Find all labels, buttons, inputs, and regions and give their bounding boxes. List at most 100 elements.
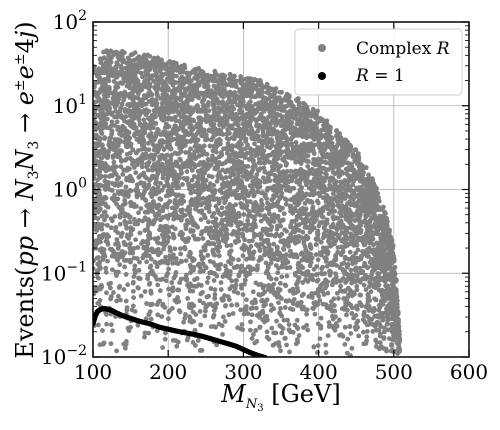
- point-complex-r: [233, 84, 239, 90]
- point-complex-r: [123, 298, 129, 304]
- point-complex-r: [278, 296, 284, 301]
- point-complex-r: [130, 161, 135, 167]
- point-complex-r: [242, 127, 248, 133]
- point-complex-r: [224, 150, 230, 156]
- point-complex-r: [119, 148, 125, 154]
- point-complex-r: [158, 138, 163, 144]
- point-complex-r: [252, 141, 257, 147]
- point-complex-r: [279, 89, 284, 95]
- point-complex-r: [200, 261, 206, 267]
- point-complex-r: [360, 329, 366, 335]
- point-complex-r: [130, 51, 136, 57]
- point-complex-r: [138, 70, 144, 76]
- point-complex-r: [112, 192, 118, 198]
- point-complex-r: [266, 336, 272, 342]
- point-complex-r: [245, 218, 251, 223]
- point-complex-r: [122, 201, 128, 207]
- point-complex-r: [172, 150, 178, 156]
- point-complex-r: [288, 136, 294, 142]
- point-complex-r: [243, 174, 249, 179]
- point-complex-r: [109, 129, 115, 134]
- point-complex-r: [245, 76, 251, 81]
- point-complex-r: [369, 224, 374, 230]
- point-complex-r: [210, 228, 216, 234]
- point-complex-r: [107, 187, 112, 192]
- point-complex-r: [163, 254, 168, 260]
- point-complex-r: [242, 185, 248, 190]
- point-complex-r: [282, 335, 288, 341]
- point-complex-r: [251, 332, 256, 337]
- point-complex-r: [346, 225, 351, 231]
- point-complex-r: [155, 312, 161, 318]
- point-complex-r: [262, 213, 268, 219]
- point-complex-r: [135, 322, 141, 328]
- point-complex-r: [208, 122, 214, 128]
- point-complex-r: [95, 255, 101, 260]
- point-complex-r: [131, 279, 136, 285]
- point-complex-r: [163, 213, 169, 219]
- point-complex-r: [249, 336, 255, 341]
- point-complex-r: [361, 309, 367, 315]
- point-complex-r: [266, 245, 272, 250]
- point-complex-r: [378, 331, 383, 337]
- point-complex-r: [369, 317, 374, 322]
- point-complex-r: [113, 171, 119, 177]
- point-complex-r: [278, 324, 284, 330]
- point-complex-r: [137, 230, 143, 236]
- point-complex-r: [105, 258, 110, 264]
- point-complex-r: [262, 100, 268, 106]
- point-complex-r: [132, 94, 137, 100]
- point-complex-r: [303, 277, 308, 282]
- point-complex-r: [114, 237, 120, 242]
- point-complex-r: [159, 314, 165, 319]
- point-complex-r: [329, 184, 335, 190]
- point-complex-r: [258, 111, 264, 117]
- point-complex-r: [230, 171, 236, 177]
- point-complex-r: [264, 329, 270, 335]
- point-complex-r: [150, 247, 155, 253]
- point-complex-r: [118, 164, 124, 170]
- point-complex-r: [244, 228, 250, 233]
- point-complex-r: [201, 212, 207, 218]
- point-complex-r: [318, 239, 324, 245]
- point-complex-r: [236, 227, 242, 232]
- point-complex-r: [333, 133, 339, 139]
- point-complex-r: [330, 191, 336, 197]
- point-complex-r: [321, 233, 327, 239]
- point-complex-r: [183, 258, 189, 264]
- point-complex-r: [331, 315, 337, 320]
- point-complex-r: [146, 312, 152, 317]
- point-complex-r: [102, 253, 108, 259]
- point-complex-r: [253, 153, 258, 159]
- point-complex-r: [222, 271, 228, 277]
- point-complex-r: [208, 286, 214, 291]
- point-complex-r: [188, 190, 194, 196]
- point-complex-r: [377, 253, 383, 259]
- point-complex-r: [219, 205, 225, 211]
- point-complex-r: [166, 292, 172, 298]
- point-complex-r: [308, 179, 314, 185]
- point-complex-r: [122, 71, 128, 77]
- point-complex-r: [295, 262, 301, 267]
- point-complex-r: [187, 154, 193, 160]
- point-complex-r: [108, 225, 114, 231]
- point-complex-r: [136, 117, 142, 123]
- point-complex-r: [361, 317, 366, 323]
- point-complex-r: [114, 273, 119, 278]
- point-complex-r: [313, 242, 319, 247]
- point-complex-r: [318, 134, 324, 140]
- point-complex-r: [287, 205, 293, 210]
- point-complex-r: [177, 88, 183, 94]
- point-complex-r: [260, 202, 265, 208]
- point-complex-r: [131, 274, 137, 280]
- point-complex-r: [242, 123, 247, 129]
- point-complex-r: [329, 151, 335, 157]
- point-complex-r: [281, 317, 287, 323]
- point-complex-r: [109, 123, 114, 129]
- point-complex-r: [314, 271, 320, 277]
- point-complex-r: [144, 301, 149, 306]
- point-complex-r: [205, 275, 211, 281]
- point-complex-r: [184, 218, 190, 223]
- point-complex-r: [336, 317, 342, 323]
- point-complex-r: [125, 282, 131, 288]
